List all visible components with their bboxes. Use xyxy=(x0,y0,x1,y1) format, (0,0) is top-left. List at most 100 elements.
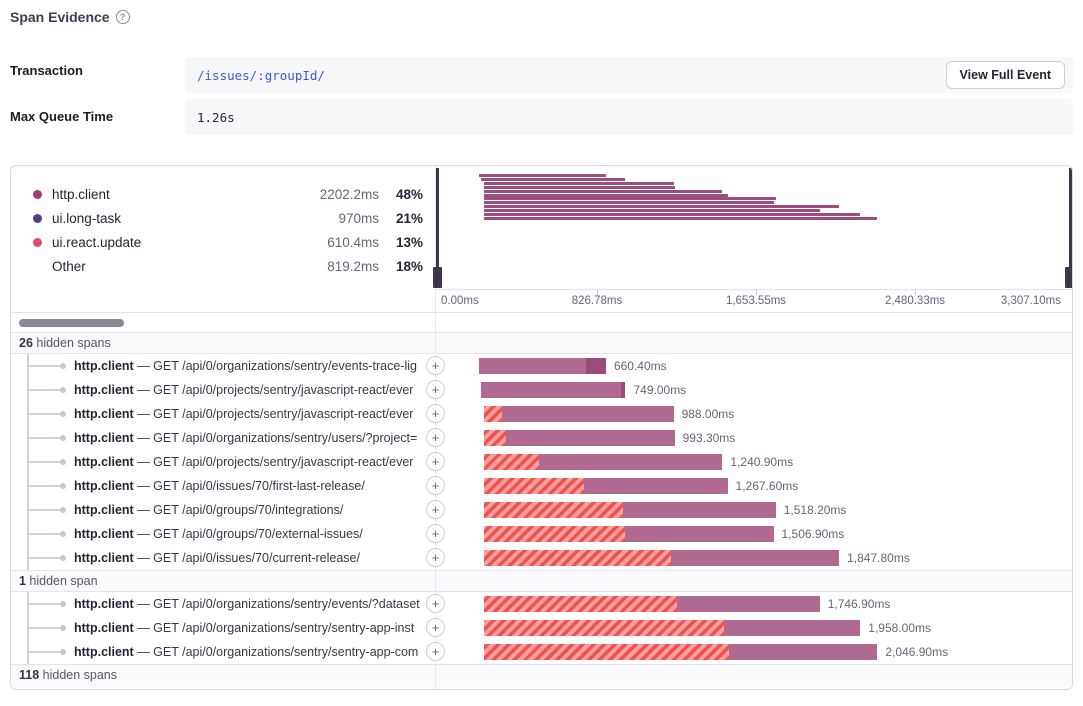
span-row[interactable]: http.client — GET /api/0/issues/70/curre… xyxy=(11,546,1072,570)
span-row[interactable]: http.client — GET /api/0/organizations/s… xyxy=(11,592,1072,616)
tree-connector xyxy=(27,413,60,415)
expand-span-button[interactable]: + xyxy=(426,404,445,423)
axis-tick xyxy=(756,290,757,295)
page-title: Span Evidence xyxy=(10,9,110,25)
axis-tick xyxy=(597,290,598,295)
queue-time-hatch xyxy=(483,430,506,446)
span-op: http.client xyxy=(74,551,134,565)
legend-duration: 970ms xyxy=(338,210,379,226)
minimap[interactable] xyxy=(435,166,1072,289)
span-row[interactable]: http.client — GET /api/0/groups/70/integ… xyxy=(11,498,1072,522)
span-row[interactable]: http.client — GET /api/0/projects/sentry… xyxy=(11,450,1072,474)
axis-tick-label: 1,653.55ms xyxy=(725,295,787,307)
span-op: http.client xyxy=(74,645,134,659)
span-bar-solid xyxy=(723,620,861,636)
expand-span-button[interactable]: + xyxy=(426,356,445,375)
span-tree-table: 26 hidden spans http.client — GET /api/0/… xyxy=(11,332,1072,687)
legend-swatch xyxy=(33,262,42,271)
span-duration-bar: 1,506.90ms xyxy=(483,526,844,542)
minimap-bar xyxy=(483,216,878,220)
expand-span-button[interactable]: + xyxy=(426,594,445,613)
page-header: Span Evidence ? xyxy=(10,9,130,25)
legend-swatch xyxy=(33,189,42,199)
span-row[interactable]: http.client — GET /api/0/projects/sentry… xyxy=(11,378,1072,402)
span-op: http.client xyxy=(74,359,134,373)
expand-span-button[interactable]: + xyxy=(426,548,445,567)
hidden-spans-row: 1 hidden span xyxy=(11,570,1072,592)
hidden-spans-count: 1 xyxy=(19,574,26,588)
span-row[interactable]: http.client — GET /api/0/groups/70/exter… xyxy=(11,522,1072,546)
tree-dot xyxy=(60,625,66,631)
span-bar-solid xyxy=(478,358,586,374)
queue-time-hatch xyxy=(483,478,584,494)
transaction-label: Transaction xyxy=(10,63,83,78)
axis-tick-label: 3,307.10ms xyxy=(1000,295,1061,307)
span-label: http.client — GET /api/0/issues/70/first… xyxy=(74,479,365,493)
span-op: http.client xyxy=(74,503,134,517)
minimap-bar xyxy=(483,205,840,209)
span-bar-solid xyxy=(728,644,878,660)
span-duration-label: 749.00ms xyxy=(633,383,687,397)
expand-span-button[interactable]: + xyxy=(426,428,445,447)
span-bar-solid xyxy=(676,596,820,612)
queue-time-hatch xyxy=(483,644,729,660)
tree-dot xyxy=(60,459,66,465)
max-queue-time-label: Max Queue Time xyxy=(10,109,114,124)
axis-tick-label: 826.78ms xyxy=(571,295,623,307)
minimap-bar xyxy=(483,181,674,185)
expand-span-button[interactable]: + xyxy=(426,380,445,399)
tree-connector xyxy=(27,509,60,511)
tree-connector xyxy=(27,437,60,439)
legend-item: ui.react.update 610.4ms 13% xyxy=(11,230,435,254)
span-label: http.client — GET /api/0/projects/sentry… xyxy=(74,383,414,397)
minimap-left-handle-grip[interactable] xyxy=(433,267,442,288)
tree-connector xyxy=(27,485,60,487)
transaction-value-panel: /issues/:groupId/ View Full Event xyxy=(185,57,1073,93)
minimap-bar xyxy=(481,177,626,181)
span-duration-label: 1,267.60ms xyxy=(735,479,799,493)
span-label: http.client — GET /api/0/groups/70/integ… xyxy=(74,503,344,517)
legend-item: ui.long-task 970ms 21% xyxy=(11,206,435,230)
expand-span-button[interactable]: + xyxy=(426,476,445,495)
minimap-right-handle[interactable] xyxy=(1069,168,1072,270)
span-row[interactable]: http.client — GET /api/0/organizations/s… xyxy=(11,616,1072,640)
time-axis: 0.00ms 826.78ms 1,653.55ms 2,480.33ms 3,307.… xyxy=(435,289,1072,312)
span-duration-label: 1,958.00ms xyxy=(868,621,932,635)
tree-connector xyxy=(27,461,60,463)
span-label: http.client — GET /api/0/organizations/s… xyxy=(74,431,418,445)
minimap-bar xyxy=(483,209,820,213)
view-full-event-button[interactable]: View Full Event xyxy=(945,61,1065,89)
expand-span-button[interactable]: + xyxy=(426,524,445,543)
hidden-spans-count: 118 xyxy=(19,668,40,682)
span-duration-label: 993.30ms xyxy=(682,431,736,445)
span-op: http.client xyxy=(74,527,134,541)
minimap-right-handle-grip[interactable] xyxy=(1065,267,1072,288)
queue-time-hatch xyxy=(483,502,623,518)
span-duration-bar: 1,267.60ms xyxy=(483,478,799,494)
help-icon[interactable]: ? xyxy=(115,10,130,24)
span-duration-bar: 1,847.80ms xyxy=(483,550,910,566)
expand-span-button[interactable]: + xyxy=(426,642,445,661)
expand-span-button[interactable]: + xyxy=(426,618,445,637)
span-op: http.client xyxy=(74,597,134,611)
legend-label: http.client xyxy=(52,186,110,202)
span-row[interactable]: http.client — GET /api/0/organizations/s… xyxy=(11,354,1072,378)
minimap-left-handle[interactable] xyxy=(436,168,439,270)
span-row[interactable]: http.client — GET /api/0/projects/sentry… xyxy=(11,402,1072,426)
span-row[interactable]: http.client — GET /api/0/organizations/s… xyxy=(11,640,1072,664)
span-duration-label: 2,046.90ms xyxy=(885,645,949,659)
span-row[interactable]: http.client — GET /api/0/organizations/s… xyxy=(11,426,1072,450)
tree-dot xyxy=(60,531,66,537)
minimap-bar xyxy=(483,197,776,201)
legend-duration: 819.2ms xyxy=(327,258,379,274)
tree-connector xyxy=(27,389,60,391)
transaction-link[interactable]: /issues/:groupId/ xyxy=(197,67,325,83)
span-label: http.client — GET /api/0/projects/sentry… xyxy=(74,455,414,469)
legend-percent: 18% xyxy=(395,258,423,274)
span-row[interactable]: http.client — GET /api/0/issues/70/first… xyxy=(11,474,1072,498)
expand-span-button[interactable]: + xyxy=(426,452,445,471)
queue-time-hatch xyxy=(483,550,671,566)
scrollbar-thumb[interactable] xyxy=(19,319,124,327)
legend-duration: 610.4ms xyxy=(327,234,379,250)
expand-span-button[interactable]: + xyxy=(426,500,445,519)
